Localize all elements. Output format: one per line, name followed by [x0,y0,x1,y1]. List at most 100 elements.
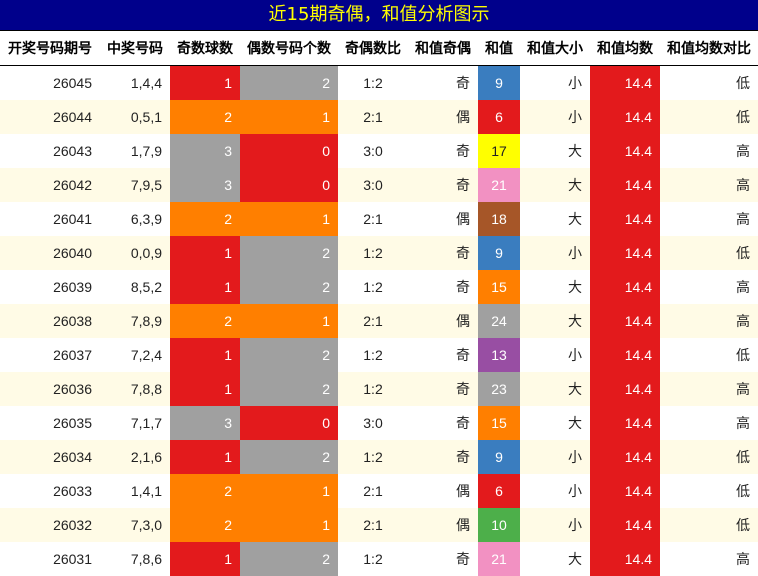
analysis-table: 开奖号码期号 中奖号码 奇数球数 偶数号码个数 奇偶数比 和值奇偶 和值 和值大… [0,31,758,576]
sum-parity-cell: 偶 [408,202,478,236]
sum-parity-cell: 偶 [408,508,478,542]
even-count-cell: 1 [240,100,338,134]
odd-count-cell: 2 [170,474,240,508]
compare-cell: 高 [660,406,758,440]
ratio-cell: 3:0 [338,406,408,440]
table-row: 26043 1,7,9 3 0 3:0 奇 17 大 14.4 高 [0,134,758,168]
period-cell: 26034 [0,440,100,474]
period-cell: 26032 [0,508,100,542]
header-ratio: 奇偶数比 [338,31,408,66]
compare-cell: 高 [660,270,758,304]
size-cell: 小 [520,474,590,508]
avg-cell: 14.4 [590,440,660,474]
page-title: 近15期奇偶，和值分析图示 [0,0,758,31]
period-cell: 26043 [0,134,100,168]
numbers-cell: 7,2,4 [100,338,170,372]
odd-count-cell: 2 [170,100,240,134]
sum-parity-cell: 奇 [408,542,478,576]
ratio-cell: 1:2 [338,542,408,576]
even-count-cell: 0 [240,406,338,440]
numbers-cell: 7,1,7 [100,406,170,440]
avg-cell: 14.4 [590,406,660,440]
odd-count-cell: 2 [170,304,240,338]
header-compare: 和值均数对比 [660,31,758,66]
numbers-cell: 6,3,9 [100,202,170,236]
avg-cell: 14.4 [590,542,660,576]
table-row: 26042 7,9,5 3 0 3:0 奇 21 大 14.4 高 [0,168,758,202]
compare-cell: 低 [660,236,758,270]
numbers-cell: 7,8,6 [100,542,170,576]
odd-count-cell: 3 [170,406,240,440]
avg-cell: 14.4 [590,202,660,236]
avg-cell: 14.4 [590,304,660,338]
compare-cell: 高 [660,542,758,576]
table-row: 26033 1,4,1 2 1 2:1 偶 6 小 14.4 低 [0,474,758,508]
compare-cell: 低 [660,508,758,542]
period-cell: 26033 [0,474,100,508]
size-cell: 小 [520,236,590,270]
ratio-cell: 2:1 [338,100,408,134]
ratio-cell: 1:2 [338,270,408,304]
table-body: 26045 1,4,4 1 2 1:2 奇 9 小 14.4 低 26044 0,5,1 2 1 2:1 偶 6… [0,65,758,576]
size-cell: 小 [520,65,590,100]
even-count-cell: 2 [240,440,338,474]
sum-parity-cell: 奇 [408,134,478,168]
sum-cell: 18 [478,202,520,236]
even-count-cell: 1 [240,202,338,236]
sum-cell: 9 [478,65,520,100]
sum-parity-cell: 偶 [408,100,478,134]
table-row: 26031 7,8,6 1 2 1:2 奇 21 大 14.4 高 [0,542,758,576]
sum-parity-cell: 奇 [408,406,478,440]
sum-cell: 23 [478,372,520,406]
odd-count-cell: 3 [170,168,240,202]
period-cell: 26045 [0,65,100,100]
odd-count-cell: 1 [170,338,240,372]
even-count-cell: 2 [240,542,338,576]
ratio-cell: 2:1 [338,304,408,338]
table-row: 26039 8,5,2 1 2 1:2 奇 15 大 14.4 高 [0,270,758,304]
table-row: 26041 6,3,9 2 1 2:1 偶 18 大 14.4 高 [0,202,758,236]
size-cell: 小 [520,338,590,372]
numbers-cell: 1,7,9 [100,134,170,168]
avg-cell: 14.4 [590,338,660,372]
even-count-cell: 2 [240,372,338,406]
size-cell: 大 [520,372,590,406]
numbers-cell: 7,3,0 [100,508,170,542]
avg-cell: 14.4 [590,372,660,406]
avg-cell: 14.4 [590,134,660,168]
table-row: 26044 0,5,1 2 1 2:1 偶 6 小 14.4 低 [0,100,758,134]
compare-cell: 高 [660,372,758,406]
header-sum: 和值 [478,31,520,66]
sum-cell: 24 [478,304,520,338]
odd-count-cell: 1 [170,236,240,270]
avg-cell: 14.4 [590,65,660,100]
sum-parity-cell: 奇 [408,168,478,202]
avg-cell: 14.4 [590,474,660,508]
table-row: 26034 2,1,6 1 2 1:2 奇 9 小 14.4 低 [0,440,758,474]
sum-parity-cell: 偶 [408,304,478,338]
size-cell: 大 [520,202,590,236]
period-cell: 26039 [0,270,100,304]
header-odd-count: 奇数球数 [170,31,240,66]
sum-cell: 9 [478,440,520,474]
even-count-cell: 2 [240,338,338,372]
avg-cell: 14.4 [590,270,660,304]
table-row: 26045 1,4,4 1 2 1:2 奇 9 小 14.4 低 [0,65,758,100]
compare-cell: 高 [660,202,758,236]
header-even-count: 偶数号码个数 [240,31,338,66]
even-count-cell: 1 [240,508,338,542]
compare-cell: 低 [660,65,758,100]
period-cell: 26037 [0,338,100,372]
sum-parity-cell: 奇 [408,65,478,100]
ratio-cell: 2:1 [338,202,408,236]
period-cell: 26031 [0,542,100,576]
odd-count-cell: 1 [170,372,240,406]
ratio-cell: 3:0 [338,168,408,202]
size-cell: 大 [520,134,590,168]
sum-parity-cell: 奇 [408,338,478,372]
avg-cell: 14.4 [590,100,660,134]
compare-cell: 高 [660,304,758,338]
period-cell: 26044 [0,100,100,134]
sum-parity-cell: 奇 [408,236,478,270]
